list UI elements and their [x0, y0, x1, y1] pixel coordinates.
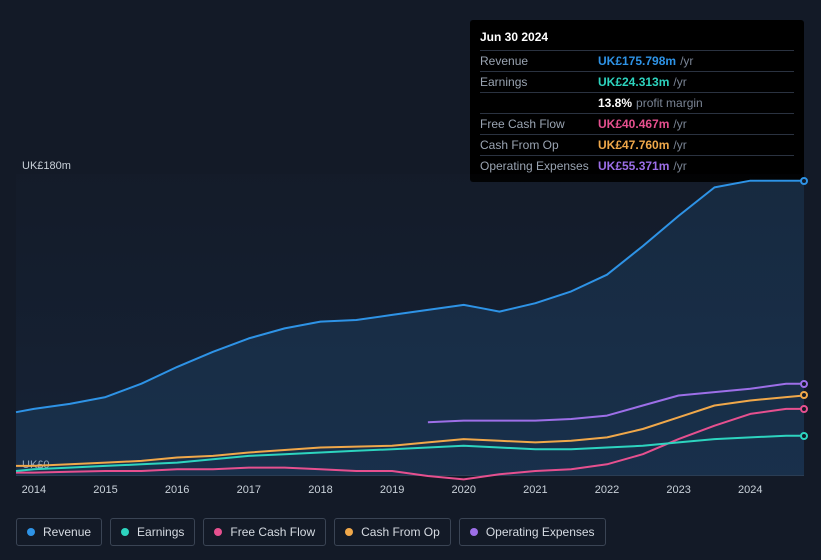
legend: Revenue Earnings Free Cash Flow Cash From O… — [16, 518, 606, 546]
tooltip-row-value: 13.8%profit margin — [598, 96, 703, 110]
legend-item[interactable]: Free Cash Flow — [203, 518, 326, 546]
legend-dot-icon — [345, 528, 353, 536]
x-axis-tick: 2015 — [93, 484, 117, 496]
x-axis-tick: 2017 — [237, 484, 261, 496]
tooltip-row-value: UK£40.467m/yr — [598, 117, 687, 131]
legend-dot-icon — [27, 528, 35, 536]
legend-dot-icon — [214, 528, 222, 536]
chart-svg — [16, 174, 804, 476]
x-axis-tick: 2023 — [666, 484, 690, 496]
tooltip-date: Jun 30 2024 — [480, 26, 794, 50]
x-axis-tick: 2024 — [738, 484, 762, 496]
series-end-marker — [800, 432, 808, 440]
x-axis-tick: 2016 — [165, 484, 189, 496]
tooltip-row-value: UK£47.760m/yr — [598, 138, 687, 152]
series-end-marker — [800, 177, 808, 185]
legend-dot-icon — [121, 528, 129, 536]
tooltip-row-label: Earnings — [480, 75, 598, 89]
series-fill — [16, 181, 804, 476]
x-axis: 2014 2015 2016 2017 2018 2019 2020 2021 2022 2023… — [16, 484, 804, 504]
chart-plot-area[interactable] — [16, 174, 804, 476]
legend-label: Operating Expenses — [486, 525, 595, 539]
tooltip-row-value: UK£55.371m/yr — [598, 159, 687, 173]
tooltip-row-label: Revenue — [480, 54, 598, 68]
tooltip-row-label: Operating Expenses — [480, 159, 598, 173]
tooltip-row: EarningsUK£24.313m/yr — [480, 71, 794, 92]
tooltip-row: RevenueUK£175.798m/yr — [480, 50, 794, 71]
legend-label: Revenue — [43, 525, 91, 539]
legend-label: Earnings — [137, 525, 184, 539]
legend-label: Free Cash Flow — [230, 525, 315, 539]
legend-item[interactable]: Cash From Op — [334, 518, 451, 546]
tooltip-row: Free Cash FlowUK£40.467m/yr — [480, 113, 794, 134]
tooltip-row: 13.8%profit margin — [480, 92, 794, 113]
x-axis-tick: 2019 — [380, 484, 404, 496]
legend-label: Cash From Op — [361, 525, 440, 539]
x-axis-tick: 2022 — [595, 484, 619, 496]
series-end-marker — [800, 380, 808, 388]
data-tooltip: Jun 30 2024 RevenueUK£175.798m/yrEarning… — [470, 20, 804, 182]
tooltip-rows: RevenueUK£175.798m/yrEarningsUK£24.313m/… — [480, 50, 794, 176]
x-axis-tick: 2014 — [22, 484, 46, 496]
x-axis-tick: 2018 — [308, 484, 332, 496]
tooltip-row-label: Cash From Op — [480, 138, 598, 152]
tooltip-row-value: UK£175.798m/yr — [598, 54, 693, 68]
x-axis-tick: 2020 — [451, 484, 475, 496]
x-axis-tick: 2021 — [523, 484, 547, 496]
legend-item[interactable]: Earnings — [110, 518, 195, 546]
legend-item[interactable]: Operating Expenses — [459, 518, 606, 546]
tooltip-row-value: UK£24.313m/yr — [598, 75, 687, 89]
tooltip-row-label: Free Cash Flow — [480, 117, 598, 131]
series-end-marker — [800, 391, 808, 399]
tooltip-row: Operating ExpensesUK£55.371m/yr — [480, 155, 794, 176]
tooltip-row: Cash From OpUK£47.760m/yr — [480, 134, 794, 155]
legend-item[interactable]: Revenue — [16, 518, 102, 546]
y-axis-label-max: UK£180m — [22, 160, 71, 172]
legend-dot-icon — [470, 528, 478, 536]
series-end-marker — [800, 405, 808, 413]
